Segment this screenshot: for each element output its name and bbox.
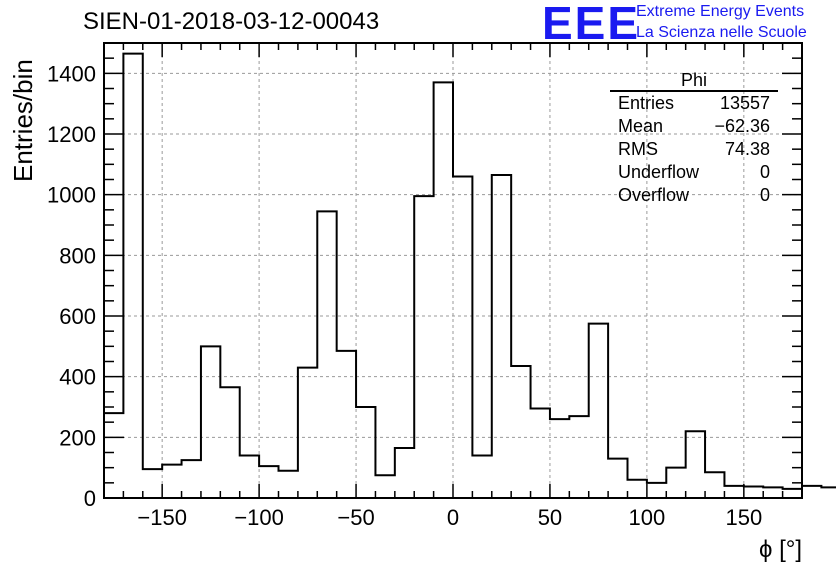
histogram-outline	[103, 52, 836, 498]
stats-row-overflow: Overflow 0	[610, 184, 778, 207]
tick-labels: −150 −100 −50 0 50 100 150 0 200 400 600 800 1000 120…	[47, 61, 762, 530]
x-tick-label: 100	[629, 505, 666, 530]
plot-frame	[103, 42, 803, 499]
y-tick-label: 1200	[47, 122, 96, 147]
stats-box: Phi Entries 13557 Mean −62.36 RMS 74.38 …	[610, 70, 778, 207]
y-tick-label: 1400	[47, 61, 96, 86]
stats-row-mean: Mean −62.36	[610, 115, 778, 138]
y-tick-label: 0	[84, 486, 96, 511]
x-tick-label: −150	[137, 505, 187, 530]
y-tick-label: 400	[59, 365, 96, 390]
x-tick-label: −50	[337, 505, 374, 530]
chart-title: SIEN-01-2018-03-12-00043	[83, 8, 380, 35]
x-tick-label: 50	[538, 505, 562, 530]
stats-title: Phi	[610, 70, 778, 92]
stats-label: Entries	[618, 93, 675, 113]
x-tick-label: −100	[234, 505, 284, 530]
stats-label: RMS	[618, 139, 658, 159]
stats-label: Overflow	[618, 185, 690, 205]
y-tick-label: 1000	[47, 183, 96, 208]
stats-label: Underflow	[618, 162, 700, 182]
logo-line-1: Extreme Energy Events	[636, 3, 805, 20]
stats-value: 13557	[719, 93, 770, 113]
y-tick-label: 800	[59, 243, 96, 268]
stats-row-underflow: Underflow 0	[610, 161, 778, 184]
x-axis-label: ϕ [°]	[758, 536, 802, 563]
y-axis-label: Entries/bin	[8, 59, 38, 182]
stats-value: 0	[759, 162, 770, 182]
y-tick-label: 600	[59, 304, 96, 329]
stats-value: 0	[759, 185, 770, 205]
x-tick-label: 0	[447, 505, 459, 530]
stats-value: 74.38	[724, 139, 770, 159]
stats-row-rms: RMS 74.38	[610, 138, 778, 161]
logo-mark: EEE	[542, 0, 641, 49]
y-tick-label: 200	[59, 425, 96, 450]
x-tick-label: 150	[725, 505, 762, 530]
logo-line-2: La Scienza nelle Scuole	[636, 24, 807, 41]
stats-value: −62.36	[714, 116, 770, 136]
stats-label: Mean	[618, 116, 664, 136]
stats-row-entries: Entries 13557	[610, 92, 778, 115]
